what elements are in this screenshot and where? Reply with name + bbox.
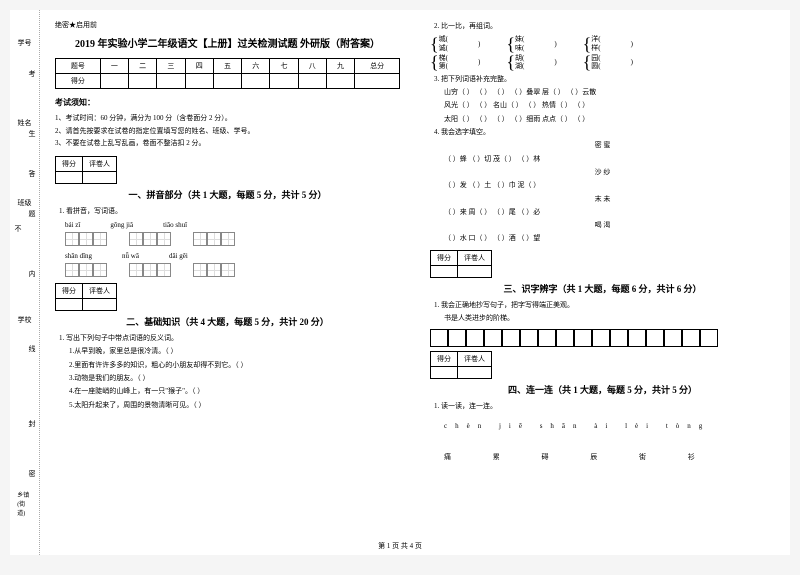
- brace-icon: {: [583, 54, 592, 70]
- q4-stem: 1. 读一读，连一连。: [434, 400, 775, 413]
- bracket-row: {梯(第() {胡(湖() {园(圆(): [430, 54, 775, 71]
- spine-mark: 考: [27, 70, 37, 77]
- page-footer: 第 1 页 共 4 页: [378, 541, 422, 551]
- q-line: （ ）水 口（ ） （ ）酒 （ ）望: [444, 232, 775, 245]
- scorer-table: 得分评卷人: [430, 250, 492, 278]
- instruction-line: 3、不要在试卷上乱写乱画，卷面不整洁扣 2 分。: [55, 137, 400, 150]
- q-line: 5.太阳升起来了，周围的景物清晰可见。（ ）: [69, 399, 400, 412]
- char-pair: 喝 渴: [430, 219, 775, 232]
- spine-mark: 封: [27, 420, 37, 427]
- notice-head: 考试须知：: [55, 97, 400, 108]
- char-pair: 密 蜜: [430, 139, 775, 152]
- char-pair: 末 未: [430, 193, 775, 206]
- write-grid: [430, 329, 775, 347]
- q-line: 2.里面有许许多多的知识，粗心的小朋友却得不到它。（ ）: [69, 359, 400, 372]
- q4-pinyin: chèn jiē shān ài lèi tòng: [444, 420, 775, 433]
- spine-mark: 内: [27, 270, 37, 277]
- part-4-title: 四、连一连（共 1 大题，每题 5 分，共计 5 分）: [430, 383, 775, 396]
- brace-icon: {: [430, 54, 439, 70]
- q2-3-stem: 3. 把下列词语补充完整。: [434, 73, 775, 86]
- instructions: 1、考试时间：60 分钟，满分为 100 分（含卷面分 2 分）。 2、请首先按…: [55, 112, 400, 150]
- spine-name: 姓名: [18, 118, 32, 128]
- part-3-title: 三、识字辨字（共 1 大题，每题 6 分，共计 6 分）: [430, 282, 775, 295]
- brace-icon: {: [583, 36, 592, 52]
- char-grid-row: [65, 232, 400, 246]
- spine-mark: 题: [27, 210, 37, 217]
- spine-school: 学校: [18, 315, 32, 325]
- q2-4-stem: 4. 我会选字填空。: [434, 126, 775, 139]
- table-row: 题号 一 二 三 四 五 六 七 八 九 总分: [56, 59, 400, 74]
- spine-mark: 不: [13, 225, 23, 232]
- spine-mark: 线: [27, 345, 37, 352]
- scorer-table: 得分评卷人: [430, 351, 492, 379]
- binding-spine: 学号 姓名 班级 学校 乡镇(街道) 考 生 答 题 不 内 线 封 密: [10, 10, 40, 555]
- q3-stem: 1. 我会正确地抄写句子，把字写得端正美观。: [434, 299, 775, 312]
- q2-2-stem: 2. 比一比，再组词。: [434, 20, 775, 33]
- instruction-line: 1、考试时间：60 分钟，满分为 100 分（含卷面分 2 分）。: [55, 112, 400, 125]
- char-pair: 沙 纱: [430, 166, 775, 179]
- scorer-table: 得分评卷人: [55, 156, 117, 184]
- instruction-line: 2、请首先按要求在试卷的指定位置填写您的姓名、班级、学号。: [55, 125, 400, 138]
- q-line: 4.在一座陡峭的山峰上，有一只"猴子"。（ ）: [69, 385, 400, 398]
- q1-stem: 1. 看拼音，写词语。: [59, 205, 400, 218]
- left-column: 绝密★启用前 2019 年实验小学二年级语文【上册】过关检测试题 外研版（附答案…: [40, 10, 415, 555]
- pinyin-row: bái zǐ gōng jiǎ tiāo shuǐ: [65, 221, 400, 229]
- part-1-title: 一、拼音部分（共 1 大题，每题 5 分，共计 5 分）: [55, 188, 400, 201]
- spine-town: 乡镇(街道): [17, 490, 32, 517]
- q4-chars: 痛 累 碍 辰 街 衫: [444, 451, 775, 464]
- q-line: 1.从早到晚，家里总是很冷清。（ ）: [69, 345, 400, 358]
- right-column: 2. 比一比，再组词。 {城(诚() {妹(味() {洋(样() {梯(第() …: [415, 10, 790, 555]
- q-line: （ ）发 （ ）土 （ ）巾 泥（ ）: [444, 179, 775, 192]
- q2-1-stem: 1. 写出下列句子中带点词语的反义词。: [59, 332, 400, 345]
- brace-icon: {: [506, 54, 515, 70]
- spine-mark: 生: [27, 130, 37, 137]
- q-line: 山穷（ ） （ ） （ ） （ ）叠翠 层（ ） （ ）云散: [444, 86, 775, 99]
- exam-page: 学号 姓名 班级 学校 乡镇(街道) 考 生 答 题 不 内 线 封 密 绝密★…: [10, 10, 790, 555]
- brace-icon: {: [430, 36, 439, 52]
- scorer-table: 得分评卷人: [55, 283, 117, 311]
- spine-mark: 密: [27, 470, 37, 477]
- q-line: 太阳（ ） （ ） （ ） （ ）细雨 点点（ ） （ ）: [444, 113, 775, 126]
- spine-class: 班级: [18, 198, 32, 208]
- q-line: 3.动物是我们的朋友。（ ）: [69, 372, 400, 385]
- q-line: 风光（ ） （ ） 名山（ ） （ ） 热情（ ） （ ）: [444, 99, 775, 112]
- part-2-title: 二、基础知识（共 4 大题，每题 5 分，共计 20 分）: [55, 315, 400, 328]
- exam-title: 2019 年实验小学二年级语文【上册】过关检测试题 外研版（附答案）: [55, 35, 400, 50]
- brace-icon: {: [506, 36, 515, 52]
- bracket-row: {城(诚() {妹(味() {洋(样(): [430, 35, 775, 52]
- char-grid-row: [65, 263, 400, 277]
- table-row: 得分: [56, 74, 400, 89]
- pinyin-row: shān dǐng nǚ wā dǎi gěi: [65, 252, 400, 260]
- spine-mark: 答: [27, 170, 37, 177]
- spine-id: 学号: [18, 38, 32, 48]
- confidential-tag: 绝密★启用前: [55, 20, 400, 30]
- score-table: 题号 一 二 三 四 五 六 七 八 九 总分 得分: [55, 58, 400, 89]
- q3-line: 书是人类进步的阶梯。: [444, 312, 775, 325]
- q-line: （ ）来 周（ ） （ ）尾 （ ）必: [444, 206, 775, 219]
- q-line: （ ）蜂 （ ）切 茂（ ） （ ）林: [444, 153, 775, 166]
